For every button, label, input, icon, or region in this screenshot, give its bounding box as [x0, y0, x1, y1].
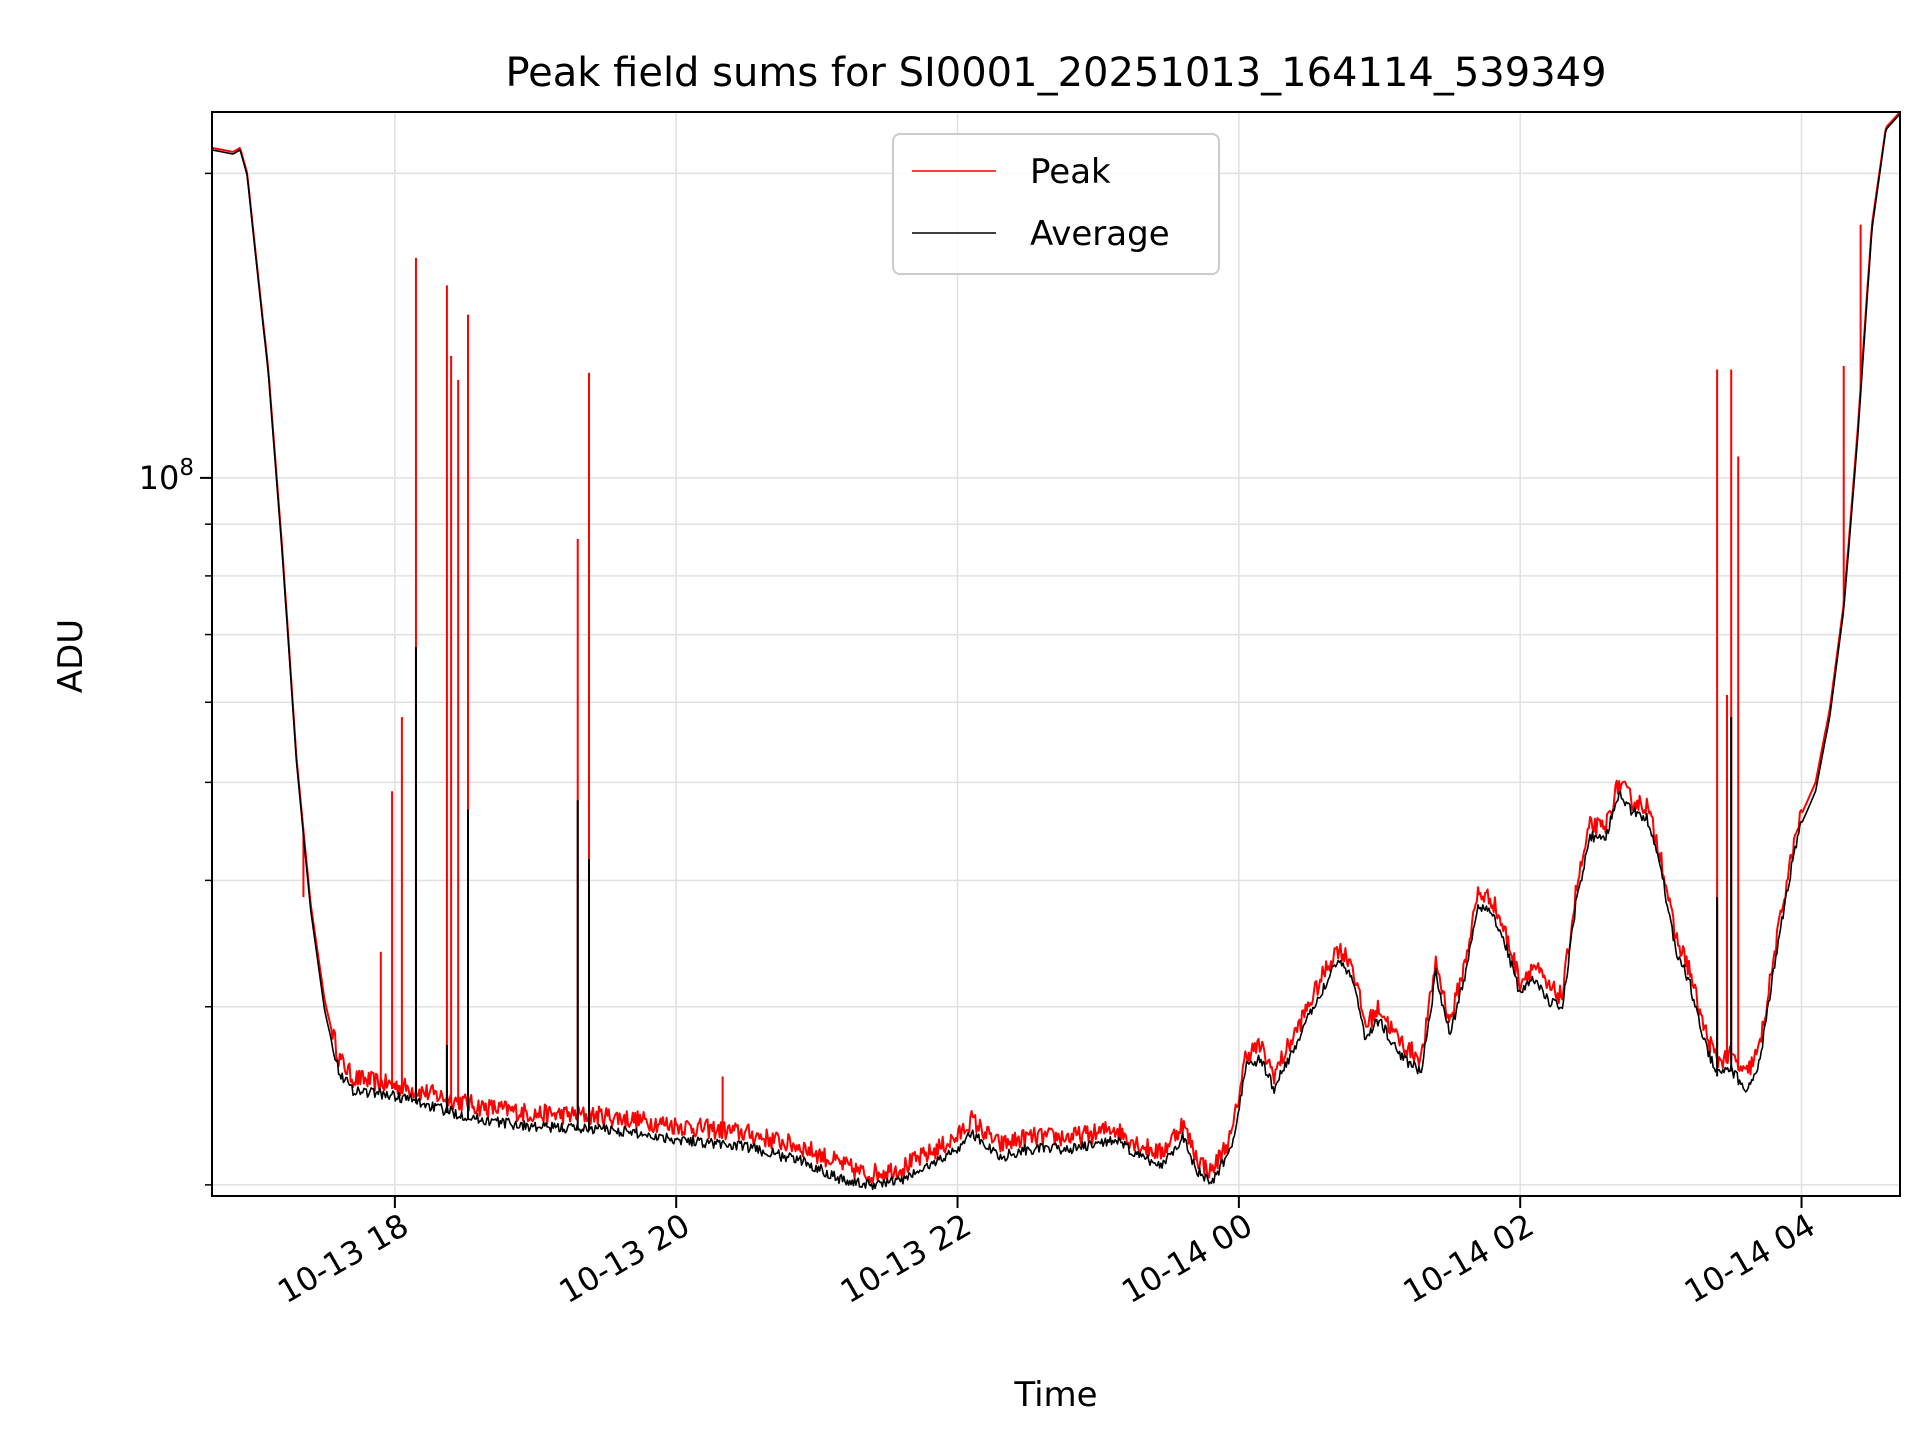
y-tick-label-base: 10 [139, 459, 180, 497]
y-tick-label-exponent: 8 [179, 455, 194, 481]
series-average [211, 113, 1901, 1191]
series-line-peak [211, 111, 1901, 1184]
series-line-average [211, 113, 1901, 1191]
y-axis: 108 [139, 172, 212, 1186]
legend-label-average: Average [1030, 214, 1170, 254]
legend: Peak Average [892, 133, 1220, 275]
y-axis-title: ADU [51, 619, 91, 693]
legend-label-peak: Peak [1030, 152, 1111, 192]
legend-box [892, 133, 1220, 275]
series-layer [211, 111, 1901, 1191]
y-tick-label: 108 [139, 455, 194, 497]
x-axis-title: Time [1013, 1375, 1097, 1415]
chart-title: Peak field sums for SI0001_20251013_1641… [505, 50, 1606, 96]
plot-frame [211, 111, 1901, 1197]
